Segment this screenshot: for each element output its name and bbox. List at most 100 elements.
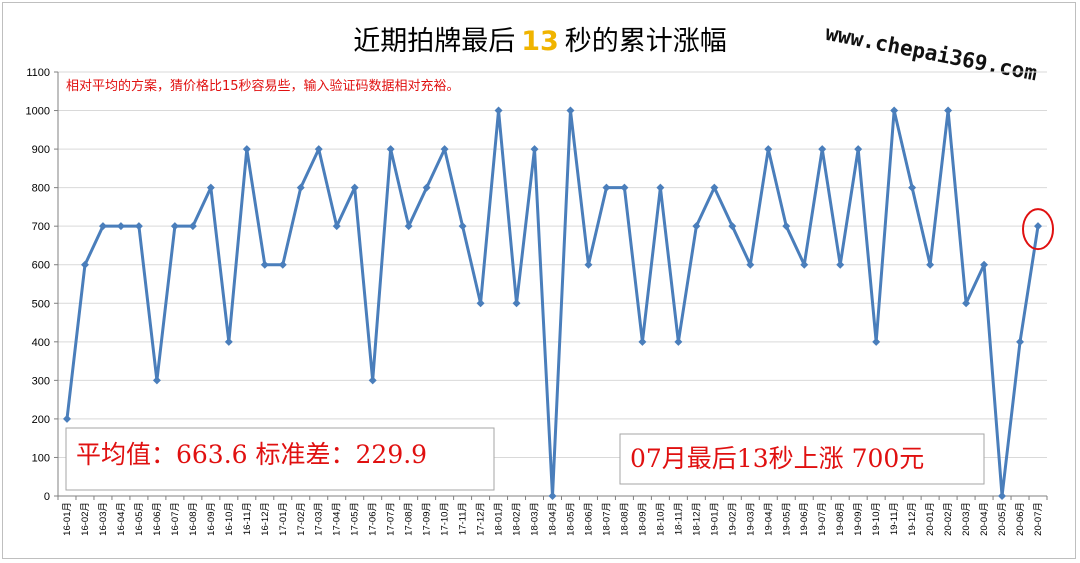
x-tick-label: 16-11月 xyxy=(242,502,253,535)
x-tick-label: 20-05月 xyxy=(997,502,1008,536)
data-point xyxy=(908,183,917,192)
chart-title-prefix: 近期拍牌最后 xyxy=(353,26,515,57)
x-tick-label: 16-08月 xyxy=(188,502,199,536)
data-point xyxy=(332,222,341,231)
data-point xyxy=(1016,337,1025,346)
data-point xyxy=(458,222,467,231)
x-tick-label: 17-02月 xyxy=(296,502,307,536)
y-tick-label: 900 xyxy=(32,144,50,156)
data-point xyxy=(998,492,1007,500)
data-point xyxy=(962,299,971,308)
data-point xyxy=(764,145,773,154)
x-tick-label: 20-04月 xyxy=(979,502,990,536)
x-tick-label: 16-06月 xyxy=(152,502,163,536)
callout-text: 07月最后13秒上涨 700元 xyxy=(630,444,924,473)
stats-box xyxy=(65,427,495,491)
data-point xyxy=(728,222,737,231)
data-point xyxy=(926,260,935,269)
x-tick-label: 18-01月 xyxy=(494,502,505,536)
y-tick-label: 500 xyxy=(32,298,50,310)
data-point xyxy=(242,145,251,154)
x-tick-label: 18-08月 xyxy=(619,502,630,536)
data-point xyxy=(314,145,323,154)
x-tick-label: 17-11月 xyxy=(458,502,469,535)
data-point xyxy=(368,376,377,385)
data-point xyxy=(404,222,413,231)
data-point xyxy=(206,183,215,192)
x-tick-label: 20-07月 xyxy=(1033,502,1044,536)
data-point xyxy=(440,145,449,154)
x-tick-label: 18-03月 xyxy=(530,502,541,536)
x-tick-label: 17-06月 xyxy=(368,502,379,536)
x-tick-label: 16-03月 xyxy=(98,502,109,536)
x-tick-label: 16-01月 xyxy=(62,502,73,536)
y-tick-label: 200 xyxy=(32,414,50,426)
x-tick-label: 17-08月 xyxy=(404,502,415,536)
x-tick-label: 20-03月 xyxy=(961,502,972,536)
watermark-text: www.chepai369.com xyxy=(824,21,1040,86)
x-tick-label: 16-04月 xyxy=(116,502,127,536)
data-point xyxy=(782,222,791,231)
data-point xyxy=(854,145,863,154)
data-point xyxy=(422,183,431,192)
chart-subtitle: 相对平均的方案，猜价格比15秒容易些，输入验证码数据相对充裕。 xyxy=(66,78,460,94)
x-tick-label: 19-04月 xyxy=(763,502,774,536)
data-point xyxy=(98,222,107,231)
x-tick-label: 18-09月 xyxy=(637,502,648,536)
x-tick-label: 19-02月 xyxy=(727,502,738,536)
x-tick-label: 18-07月 xyxy=(601,502,612,536)
data-point xyxy=(1034,222,1043,231)
x-tick-label: 20-02月 xyxy=(943,502,954,536)
x-tick-label: 18-11月 xyxy=(673,502,684,535)
data-point xyxy=(188,222,197,231)
data-point xyxy=(476,299,485,308)
data-point xyxy=(836,260,845,269)
y-axis-ticks: 0 100 200 300 400 500 600 700 800 900 1000 1100 xyxy=(26,67,58,503)
data-point xyxy=(80,260,89,269)
x-tick-label: 16-05月 xyxy=(134,502,145,536)
x-tick-label: 16-02月 xyxy=(80,502,91,536)
data-point xyxy=(602,183,611,192)
x-tick-label: 19-11月 xyxy=(889,502,900,535)
data-point xyxy=(494,106,503,115)
data-point xyxy=(260,260,269,269)
data-point xyxy=(512,299,521,308)
data-point xyxy=(116,222,125,231)
x-tick-label: 19-12月 xyxy=(907,502,918,536)
data-point xyxy=(800,260,809,269)
data-point xyxy=(980,260,989,269)
x-tick-label: 17-05月 xyxy=(350,502,361,536)
data-point xyxy=(62,414,71,423)
data-point xyxy=(656,183,665,192)
x-tick-label: 18-10月 xyxy=(655,502,666,536)
data-point xyxy=(530,145,539,154)
x-tick-label: 19-08月 xyxy=(835,502,846,536)
data-point xyxy=(818,145,827,154)
x-tick-label: 17-10月 xyxy=(440,502,451,536)
data-point xyxy=(944,106,953,115)
data-point xyxy=(674,337,683,346)
x-tick-label: 19-03月 xyxy=(745,502,756,536)
x-tick-label: 19-07月 xyxy=(817,502,828,536)
highlight-circle xyxy=(1022,208,1055,251)
data-point xyxy=(170,222,179,231)
x-tick-label: 17-09月 xyxy=(422,502,433,536)
data-point xyxy=(134,222,143,231)
data-point xyxy=(152,376,161,385)
x-tick-label: 20-01月 xyxy=(925,502,936,536)
data-point xyxy=(692,222,701,231)
y-tick-label: 300 xyxy=(32,375,50,387)
chart-title-suffix: 秒的累计涨幅 xyxy=(565,26,727,57)
x-tick-label: 17-01月 xyxy=(278,502,289,536)
x-tick-label: 19-09月 xyxy=(853,502,864,536)
y-tick-label: 1100 xyxy=(26,67,50,79)
data-point xyxy=(296,183,305,192)
y-tick-label: 0 xyxy=(44,491,50,503)
x-tick-label: 19-05月 xyxy=(781,502,792,536)
x-tick-label: 16-10月 xyxy=(224,502,235,536)
series-points xyxy=(62,106,1043,500)
y-tick-label: 700 xyxy=(32,221,50,233)
y-tick-label: 1000 xyxy=(26,106,50,118)
